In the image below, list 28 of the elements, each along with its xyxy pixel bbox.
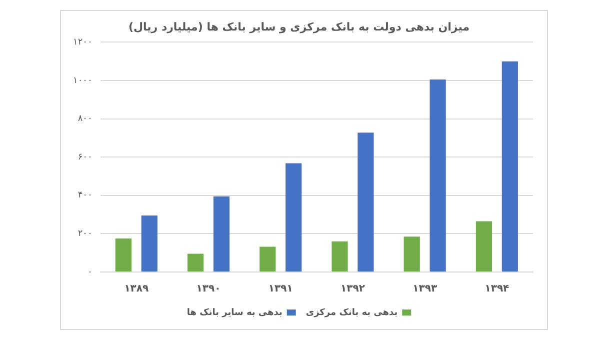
y-tick-label: ۴۰۰ — [78, 190, 92, 201]
x-tick-label: ۱۳۸۹ — [124, 284, 149, 295]
y-tick-label: ۱۲۰۰ — [72, 38, 92, 48]
bar — [430, 80, 446, 272]
y-tick-label: ۰ — [87, 267, 92, 278]
bar — [404, 236, 420, 272]
bar — [115, 238, 132, 272]
bar — [502, 61, 518, 272]
x-tick-label: ۱۳۹۳ — [412, 284, 438, 295]
legend-label: بدهی به بانک مرکزی — [306, 308, 398, 318]
bar — [213, 196, 230, 272]
x-tick-label: ۱۳۹۰ — [196, 284, 221, 295]
bar — [141, 216, 158, 272]
bar — [476, 221, 492, 272]
bar — [358, 132, 374, 272]
bar — [332, 241, 348, 272]
y-tick-label: ۲۰۰ — [78, 229, 92, 240]
legend-label: بدهی به سایر بانک ها — [186, 308, 282, 318]
y-tick-label: ۱۰۰۰ — [72, 76, 92, 86]
bar — [286, 163, 302, 272]
bar — [187, 254, 204, 272]
bar — [260, 246, 276, 272]
x-tick-label: ۱۳۹۱ — [268, 284, 293, 295]
y-tick-label: ۸۰۰ — [78, 114, 92, 124]
x-tick-label: ۱۳۹۴ — [484, 284, 510, 295]
chart-title: میزان بدهی دولت به بانک مرکزی و سایر بانک ها (میلیارد ریال) — [128, 20, 470, 34]
x-tick-label: ۱۳۹۲ — [340, 284, 365, 295]
y-tick-label: ۶۰۰ — [78, 152, 92, 162]
